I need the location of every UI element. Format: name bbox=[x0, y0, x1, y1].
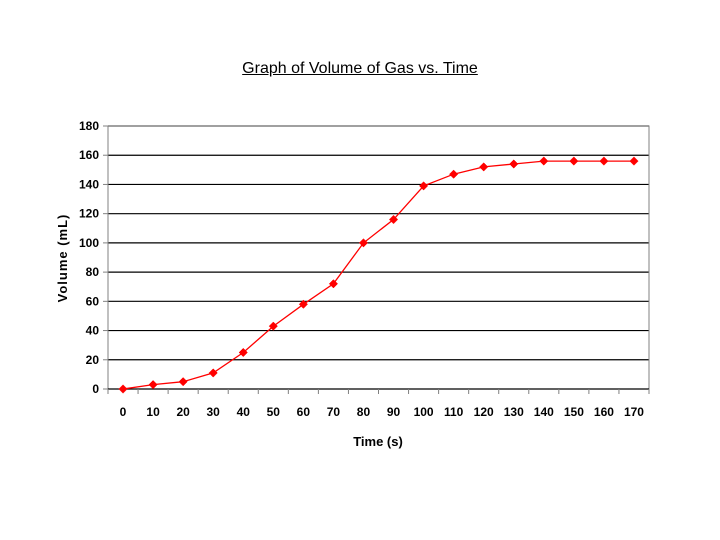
y-tick-label: 180 bbox=[79, 119, 99, 133]
data-point bbox=[599, 156, 609, 166]
data-point bbox=[388, 214, 399, 225]
plot-frame bbox=[107, 125, 650, 390]
x-tick-label: 130 bbox=[504, 405, 524, 419]
x-tick-label: 120 bbox=[474, 405, 494, 419]
y-axis-title: Volume (mL) bbox=[55, 214, 70, 303]
data-point bbox=[148, 380, 158, 390]
data-point bbox=[298, 299, 308, 309]
x-tick-label: 80 bbox=[357, 405, 371, 419]
x-tick-labels: 0 10 20 30 40 50 60 70 80 90 100 110 120 130 140 150 160… bbox=[120, 405, 645, 419]
data-point bbox=[509, 159, 519, 169]
x-tick-label: 150 bbox=[564, 405, 584, 419]
data-point bbox=[449, 169, 459, 179]
y-tick-label: 160 bbox=[79, 148, 99, 162]
y-tick-label: 40 bbox=[86, 324, 100, 338]
y-tick-label: 80 bbox=[86, 265, 100, 279]
data-point bbox=[208, 368, 218, 378]
y-tick-label: 0 bbox=[92, 382, 99, 396]
x-tick-label: 10 bbox=[146, 405, 160, 419]
x-tick-label: 70 bbox=[327, 405, 341, 419]
x-tick-label: 170 bbox=[624, 405, 644, 419]
chart-title: Graph of Volume of Gas vs. Time bbox=[242, 60, 478, 77]
data-point bbox=[328, 279, 338, 289]
x-tick-label: 110 bbox=[444, 405, 464, 419]
data-point bbox=[358, 238, 369, 248]
y-tick-label: 60 bbox=[86, 294, 100, 308]
data-point bbox=[118, 384, 128, 394]
x-axis-title: Time (s) bbox=[353, 434, 403, 449]
data-point bbox=[479, 162, 489, 172]
x-tick-label: 140 bbox=[534, 405, 554, 419]
x-tick-label: 40 bbox=[237, 405, 251, 419]
y-tick-label: 20 bbox=[86, 353, 100, 367]
x-tick-label: 100 bbox=[414, 405, 434, 419]
y-tick-label: 100 bbox=[79, 236, 99, 250]
y-tick-labels: 0 20 40 60 80 100 120 140 160 180 bbox=[79, 119, 99, 396]
data-markers bbox=[118, 156, 639, 394]
x-tick-label: 20 bbox=[176, 405, 190, 419]
x-tick-label: 0 bbox=[120, 405, 127, 419]
data-point bbox=[268, 321, 278, 331]
y-tick-label: 120 bbox=[79, 207, 99, 221]
series-line bbox=[122, 160, 634, 390]
data-point bbox=[539, 156, 549, 166]
data-point bbox=[419, 181, 429, 191]
data-point bbox=[569, 156, 579, 166]
x-tick-label: 90 bbox=[387, 405, 401, 419]
x-tick-label: 30 bbox=[207, 405, 221, 419]
y-tick-label: 140 bbox=[79, 177, 99, 191]
axis-layer bbox=[103, 125, 650, 394]
data-point bbox=[629, 156, 639, 166]
x-tick-label: 160 bbox=[594, 405, 614, 419]
x-tick-label: 50 bbox=[267, 405, 281, 419]
x-tick-label: 60 bbox=[297, 405, 311, 419]
data-point bbox=[178, 377, 188, 387]
data-point bbox=[238, 347, 248, 358]
